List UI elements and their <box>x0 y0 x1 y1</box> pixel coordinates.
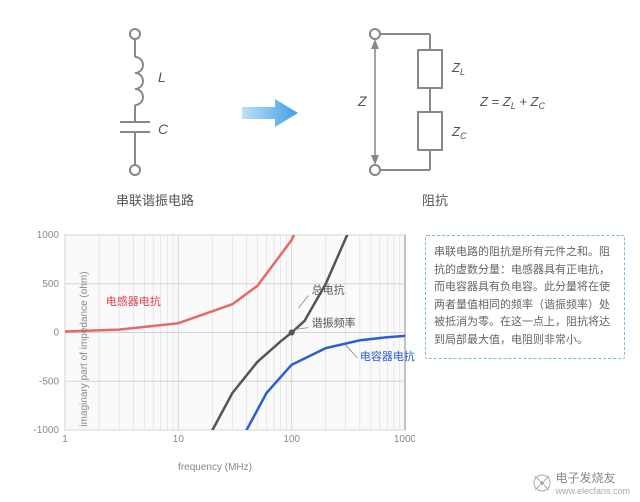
series-label: 总电抗 <box>312 283 345 297</box>
svg-text:1: 1 <box>62 434 68 445</box>
reactance-chart: -1000 -500 0 500 1000 1 10 100 1000 电感器电抗 总电抗谐振频率电… <box>15 225 415 455</box>
watermark-text: 电子发烧友 <box>555 469 630 486</box>
inductor-label: L <box>158 69 166 85</box>
impedance-label: 阻抗 <box>320 190 550 209</box>
zc-label: ZC <box>451 124 467 141</box>
series-label: 电容器电抗 <box>360 349 415 363</box>
svg-text:-1000: -1000 <box>33 425 59 436</box>
zl-label: ZL <box>451 60 465 77</box>
arrow-icon <box>240 93 300 138</box>
watermark: 电子发烧友 www.elecfans.com <box>533 469 630 496</box>
x-axis-label: frequency (MHz) <box>15 462 415 473</box>
z-label: Z <box>357 93 367 109</box>
chart-area: imaginary part of impedance (ohm) -1000-… <box>15 225 415 473</box>
svg-text:500: 500 <box>42 279 59 290</box>
formula: Z = ZL + ZC <box>479 94 545 111</box>
top-section: L C 串联谐振电路 <box>0 0 640 220</box>
svg-text:1000: 1000 <box>394 434 415 445</box>
series-label: 电感器电抗 <box>106 294 161 308</box>
series-label: 谐振频率 <box>312 316 356 330</box>
impedance-block: Z ZL ZC Z = ZL + ZC 阻抗 <box>320 22 550 209</box>
impedance-diagram: Z ZL ZC Z = ZL + ZC <box>320 22 550 182</box>
svg-text:10: 10 <box>173 434 185 445</box>
bottom-section: imaginary part of impedance (ohm) -1000-… <box>0 220 640 483</box>
svg-text:100: 100 <box>283 434 300 445</box>
series-circuit-diagram: L C <box>90 22 220 182</box>
logo-icon <box>533 474 551 492</box>
series-circuit-label: 串联谐振电路 <box>90 190 220 209</box>
svg-text:1000: 1000 <box>37 230 60 241</box>
watermark-url: www.elecfans.com <box>555 486 630 496</box>
svg-text:0: 0 <box>53 328 59 339</box>
info-box: 串联电路的阻抗是所有元件之和。阻抗的虚数分量：电感器具有正电抗，而电容器具有负电… <box>425 235 625 359</box>
series-circuit-block: L C 串联谐振电路 <box>90 22 220 209</box>
svg-text:-500: -500 <box>39 376 59 387</box>
capacitor-label: C <box>158 121 169 137</box>
y-axis-label: imaginary part of impedance (ohm) <box>79 271 90 426</box>
